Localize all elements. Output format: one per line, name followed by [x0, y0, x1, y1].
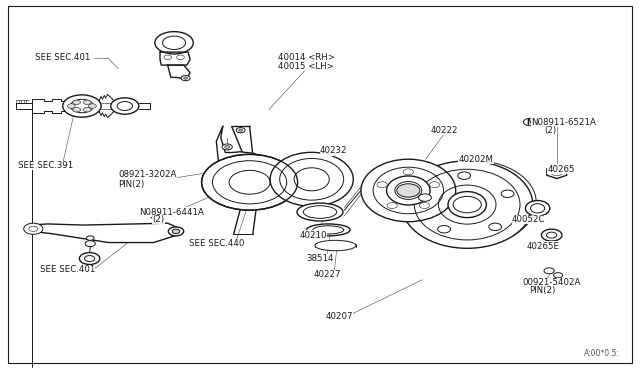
Text: 40052C: 40052C: [512, 215, 545, 224]
Circle shape: [397, 184, 420, 197]
Text: N: N: [154, 211, 160, 220]
Text: 00921-5402A: 00921-5402A: [522, 278, 580, 287]
Circle shape: [168, 227, 184, 236]
Text: 40265E: 40265E: [526, 242, 559, 251]
Circle shape: [73, 108, 81, 112]
Circle shape: [222, 144, 232, 150]
Circle shape: [419, 202, 429, 208]
Ellipse shape: [361, 159, 456, 222]
Polygon shape: [168, 65, 190, 80]
Circle shape: [501, 190, 514, 198]
Text: PIN(2): PIN(2): [529, 286, 555, 295]
Ellipse shape: [387, 176, 430, 205]
Circle shape: [403, 169, 413, 175]
Ellipse shape: [307, 224, 350, 236]
Circle shape: [181, 76, 190, 81]
Circle shape: [377, 182, 387, 188]
Polygon shape: [26, 223, 179, 243]
Circle shape: [239, 129, 243, 131]
Circle shape: [111, 98, 139, 114]
Ellipse shape: [402, 161, 532, 248]
Circle shape: [172, 229, 180, 234]
Circle shape: [458, 172, 470, 179]
Circle shape: [63, 95, 101, 117]
Ellipse shape: [525, 201, 550, 216]
Text: 40202M: 40202M: [458, 155, 493, 164]
Circle shape: [225, 145, 230, 148]
Text: 38514: 38514: [306, 254, 333, 263]
Polygon shape: [160, 52, 190, 65]
Text: SEE SEC.401: SEE SEC.401: [40, 265, 95, 274]
Text: 40222: 40222: [430, 126, 458, 135]
Circle shape: [544, 268, 554, 274]
Circle shape: [438, 225, 451, 233]
Text: (2): (2): [152, 215, 164, 224]
Text: SEE SEC.391: SEE SEC.391: [18, 161, 73, 170]
Text: 40015 <LH>: 40015 <LH>: [278, 62, 334, 71]
Circle shape: [489, 223, 502, 231]
Text: 40207: 40207: [325, 312, 353, 321]
Text: 40014 <RH>: 40014 <RH>: [278, 53, 335, 62]
Circle shape: [155, 32, 193, 54]
Text: 40232: 40232: [320, 146, 348, 155]
Text: PIN(2): PIN(2): [118, 180, 145, 189]
Polygon shape: [216, 126, 276, 209]
Circle shape: [554, 273, 563, 278]
Circle shape: [85, 241, 95, 247]
Circle shape: [89, 104, 97, 108]
Circle shape: [453, 196, 481, 213]
Text: 40265: 40265: [548, 165, 575, 174]
Text: (2): (2): [544, 126, 556, 135]
Text: N08911-6441A: N08911-6441A: [140, 208, 204, 217]
Ellipse shape: [270, 153, 353, 206]
Ellipse shape: [448, 192, 486, 218]
Circle shape: [184, 77, 188, 79]
Text: N: N: [527, 118, 533, 126]
Circle shape: [419, 194, 431, 201]
Text: 40210: 40210: [300, 231, 327, 240]
Ellipse shape: [315, 240, 356, 251]
Text: A:00*0.5:: A:00*0.5:: [584, 349, 620, 358]
Circle shape: [67, 104, 76, 108]
Circle shape: [83, 108, 91, 112]
Circle shape: [202, 154, 298, 210]
Circle shape: [24, 223, 43, 234]
Circle shape: [73, 100, 81, 105]
Text: SEE SEC.440: SEE SEC.440: [189, 239, 244, 248]
Circle shape: [541, 229, 562, 241]
Circle shape: [387, 202, 397, 208]
Circle shape: [79, 253, 100, 264]
Circle shape: [429, 182, 440, 188]
Text: 40227: 40227: [314, 270, 341, 279]
Ellipse shape: [297, 203, 343, 221]
Circle shape: [83, 100, 91, 105]
Circle shape: [86, 236, 94, 240]
Text: SEE SEC.401: SEE SEC.401: [35, 53, 91, 62]
Text: N08911-6521A: N08911-6521A: [531, 118, 596, 126]
Text: 08921-3202A: 08921-3202A: [118, 170, 177, 179]
